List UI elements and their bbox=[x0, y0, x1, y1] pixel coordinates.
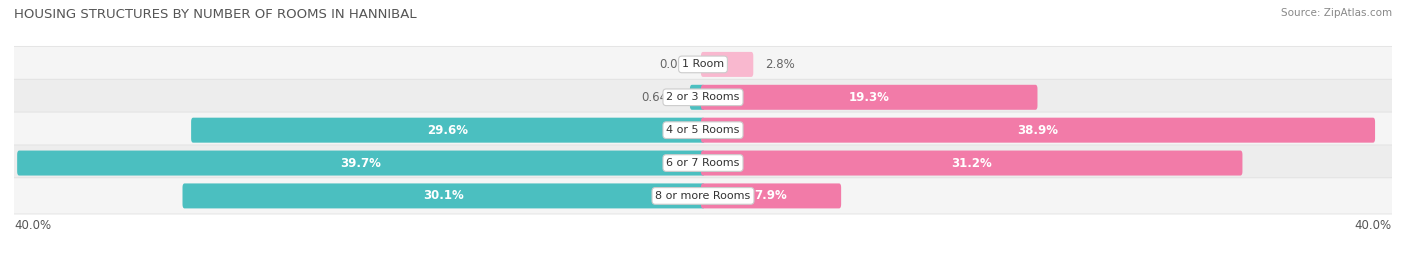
FancyBboxPatch shape bbox=[702, 52, 754, 77]
FancyBboxPatch shape bbox=[7, 112, 1399, 148]
Text: 39.7%: 39.7% bbox=[340, 157, 381, 169]
Text: 8 or more Rooms: 8 or more Rooms bbox=[655, 191, 751, 201]
FancyBboxPatch shape bbox=[191, 118, 704, 143]
Text: Source: ZipAtlas.com: Source: ZipAtlas.com bbox=[1281, 8, 1392, 18]
FancyBboxPatch shape bbox=[17, 151, 704, 176]
Text: 0.64%: 0.64% bbox=[641, 91, 678, 104]
Text: 31.2%: 31.2% bbox=[952, 157, 993, 169]
Text: 1 Room: 1 Room bbox=[682, 59, 724, 69]
Text: 40.0%: 40.0% bbox=[14, 219, 51, 232]
FancyBboxPatch shape bbox=[7, 46, 1399, 83]
Text: 0.0%: 0.0% bbox=[659, 58, 689, 71]
FancyBboxPatch shape bbox=[7, 178, 1399, 214]
Text: 2.8%: 2.8% bbox=[765, 58, 794, 71]
Text: 30.1%: 30.1% bbox=[423, 189, 464, 202]
FancyBboxPatch shape bbox=[702, 151, 1243, 176]
FancyBboxPatch shape bbox=[702, 183, 841, 208]
FancyBboxPatch shape bbox=[7, 79, 1399, 115]
Text: HOUSING STRUCTURES BY NUMBER OF ROOMS IN HANNIBAL: HOUSING STRUCTURES BY NUMBER OF ROOMS IN… bbox=[14, 8, 416, 21]
FancyBboxPatch shape bbox=[702, 85, 1038, 110]
FancyBboxPatch shape bbox=[702, 118, 1375, 143]
Text: 6 or 7 Rooms: 6 or 7 Rooms bbox=[666, 158, 740, 168]
FancyBboxPatch shape bbox=[183, 183, 704, 208]
Text: 19.3%: 19.3% bbox=[849, 91, 890, 104]
Text: 7.9%: 7.9% bbox=[755, 189, 787, 202]
FancyBboxPatch shape bbox=[7, 145, 1399, 181]
Text: 4 or 5 Rooms: 4 or 5 Rooms bbox=[666, 125, 740, 135]
Text: 40.0%: 40.0% bbox=[1355, 219, 1392, 232]
Text: 2 or 3 Rooms: 2 or 3 Rooms bbox=[666, 92, 740, 102]
FancyBboxPatch shape bbox=[690, 85, 704, 110]
Text: 29.6%: 29.6% bbox=[427, 124, 468, 137]
Text: 38.9%: 38.9% bbox=[1018, 124, 1059, 137]
